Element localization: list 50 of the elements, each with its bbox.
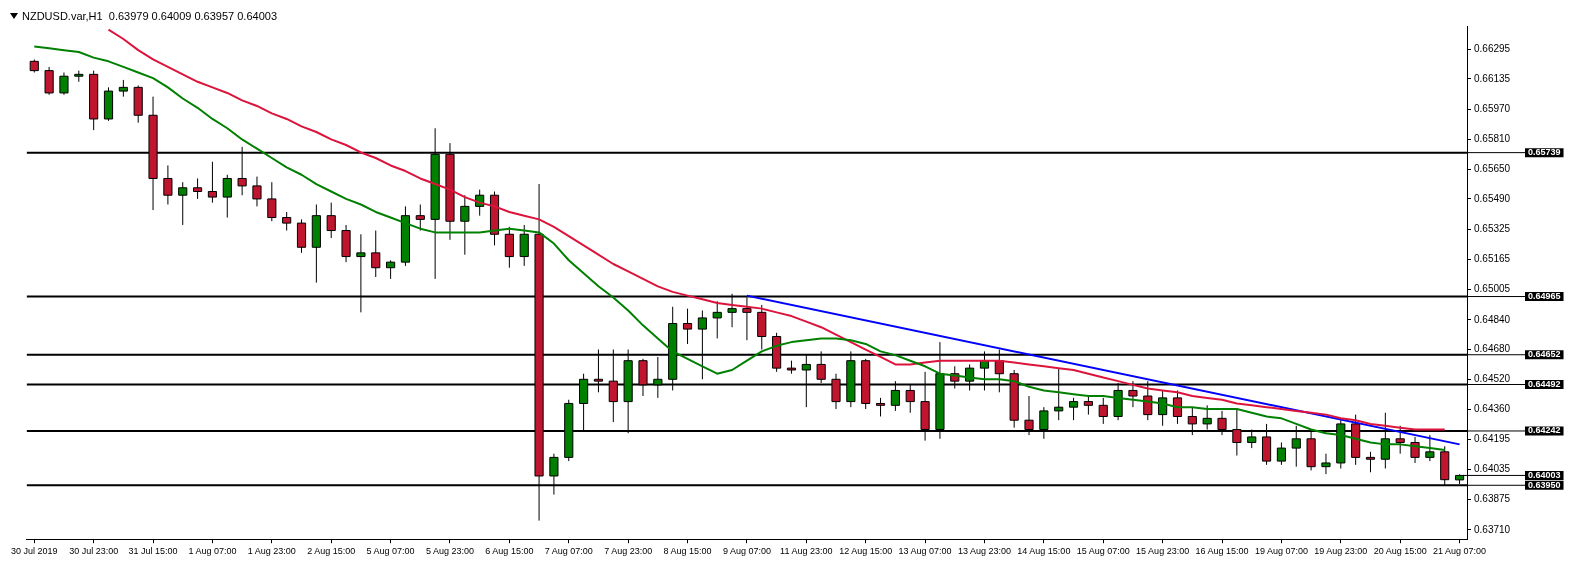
y-tick-label: 0.66135 — [1474, 72, 1511, 84]
ref-line-label: 0.64965 — [1528, 291, 1561, 302]
x-tick-label: 5 Aug 07:00 — [366, 546, 415, 557]
x-tick-label: 11 Aug 23:00 — [780, 546, 833, 557]
x-tick-label: 19 Aug 07:00 — [1254, 546, 1308, 557]
y-tick-label: 0.65165 — [1474, 253, 1511, 265]
y-tick-label: 0.63875 — [1474, 492, 1511, 504]
y-tick-label: 0.65005 — [1474, 282, 1511, 294]
y-tick-label: 0.64840 — [1474, 313, 1511, 325]
x-tick-label: 1 Aug 07:00 — [188, 546, 237, 557]
x-tick-label: 13 Aug 23:00 — [957, 546, 1012, 557]
y-tick-label: 0.64520 — [1474, 373, 1511, 385]
y-tick-label: 0.65650 — [1474, 162, 1511, 174]
annotation: 0.64003 — [1528, 469, 1561, 480]
x-tick-label: 30 Jul 23:00 — [69, 546, 119, 557]
y-tick-label: 0.65970 — [1474, 103, 1511, 115]
y-tick-label: 0.63710 — [1474, 523, 1511, 535]
x-tick-label: 9 Aug 07:00 — [722, 546, 771, 557]
x-tick-label: 15 Aug 07:00 — [1076, 546, 1130, 557]
ref-line-label: 0.64492 — [1528, 378, 1561, 389]
y-tick-label: 0.64360 — [1474, 402, 1511, 414]
y-tick-label: 0.65325 — [1474, 223, 1511, 235]
y-tick-label: 0.66295 — [1474, 42, 1511, 54]
y-tick-label: 0.64680 — [1474, 343, 1511, 355]
x-tick-label: 7 Aug 07:00 — [544, 546, 593, 557]
y-tick-label: 0.64035 — [1474, 463, 1511, 475]
y-tick-label: 0.65810 — [1474, 133, 1511, 145]
x-tick-label: 5 Aug 23:00 — [425, 546, 475, 557]
x-tick-label: 2 Aug 15:00 — [307, 546, 356, 557]
y-tick-label: 0.65490 — [1474, 192, 1511, 204]
x-tick-label: 21 Aug 07:00 — [1433, 546, 1487, 557]
x-tick-label: 16 Aug 15:00 — [1195, 546, 1249, 557]
x-tick-label: 30 Jul 2019 — [11, 546, 58, 557]
x-tick-label: 1 Aug 23:00 — [247, 546, 296, 557]
x-tick-label: 31 Jul 15:00 — [128, 546, 178, 557]
x-tick-label: 6 Aug 15:00 — [485, 546, 534, 557]
x-tick-label: 19 Aug 23:00 — [1314, 546, 1368, 557]
ref-line-label: 0.64652 — [1528, 349, 1561, 360]
x-tick-label: 12 Aug 15:00 — [839, 546, 893, 557]
ref-line-label: 0.63950 — [1528, 479, 1561, 490]
y-tick-label: 0.64195 — [1474, 433, 1511, 445]
chart-title: NZDUSD.var,H1 0.63979 0.64009 0.63957 0.64003 — [22, 10, 278, 22]
x-tick-label: 13 Aug 07:00 — [898, 546, 952, 557]
x-tick-label: 20 Aug 15:00 — [1373, 546, 1427, 557]
x-tick-label: 14 Aug 15:00 — [1017, 546, 1071, 557]
x-tick-label: 8 Aug 15:00 — [663, 546, 712, 557]
ref-line-label: 0.65739 — [1528, 147, 1561, 158]
x-tick-label: 15 Aug 23:00 — [1136, 546, 1190, 557]
x-tick-label: 7 Aug 23:00 — [604, 546, 653, 557]
ref-line-label: 0.64242 — [1528, 425, 1561, 436]
